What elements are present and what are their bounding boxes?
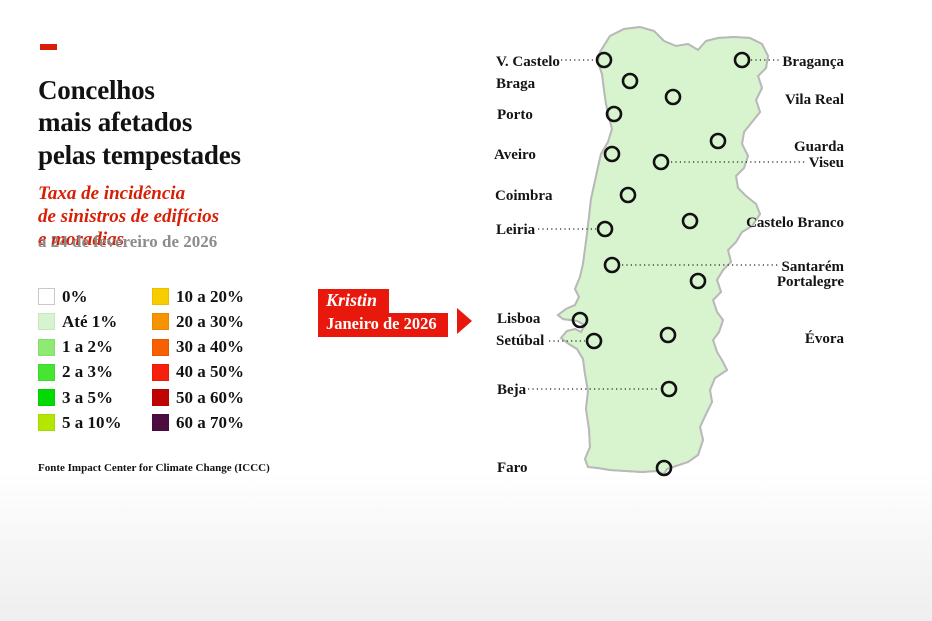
legend-item: 2 a 3% [38, 362, 122, 382]
legend-swatch [152, 414, 169, 432]
map-region [558, 275, 579, 297]
city-label: Braga [496, 76, 536, 92]
legend-swatch [38, 363, 55, 381]
city-marker [660, 380, 678, 398]
legend-item: 0% [38, 286, 122, 306]
city-marker [596, 220, 614, 238]
city-marker [652, 153, 670, 171]
legend-label: 60 a 70% [176, 412, 244, 432]
legend-swatch [38, 338, 55, 356]
city-label: Évora [805, 330, 845, 347]
city-marker [619, 186, 637, 204]
badge-storm-date: Janeiro de 2026 [318, 313, 448, 337]
city-label: Portalegre [777, 274, 845, 290]
storm-badge: Kristin Janeiro de 2026 [318, 289, 472, 337]
legend-swatch [152, 389, 169, 407]
city-label: Coimbra [495, 188, 553, 204]
legend-label: 3 a 5% [62, 387, 113, 407]
city-marker [689, 272, 707, 290]
city-marker [585, 332, 603, 350]
legend-swatch [152, 288, 169, 305]
legend-swatch [38, 313, 55, 331]
legend-label: 50 a 60% [176, 387, 244, 407]
portugal-outline-stroke [557, 26, 769, 475]
city-marker [605, 105, 623, 123]
city-marker [664, 88, 682, 106]
legend-item: 1 a 2% [38, 337, 122, 357]
legend-item: 3 a 5% [38, 387, 122, 407]
city-label: Vila Real [785, 92, 844, 108]
legend-item: 30 a 40% [152, 337, 244, 357]
legend-item: 50 a 60% [152, 387, 244, 407]
legend-label: 40 a 50% [176, 362, 244, 382]
legend-label: 1 a 2% [62, 337, 113, 357]
city-marker [603, 145, 621, 163]
city-marker [681, 212, 699, 230]
kicker-dash [40, 44, 57, 50]
map-region [565, 139, 599, 171]
legend-label: 2 a 3% [62, 362, 113, 382]
legend-swatch [38, 414, 55, 432]
city-label: Faro [497, 460, 528, 476]
legend-item: 5 a 10% [38, 412, 122, 432]
legend-item: Até 1% [38, 311, 122, 331]
date-note: a 24 de fevereiro de 2026 [38, 232, 218, 251]
legend-column-right: 10 a 20% 20 a 30% 30 a 40% 40 a 50% 50 a 60%… [152, 286, 244, 440]
city-label: Leiria [496, 222, 536, 238]
legend-label: 0% [62, 286, 88, 306]
city-label: V. Castelo [496, 54, 560, 70]
legend-label: 10 a 20% [176, 286, 244, 306]
city-marker [621, 72, 639, 90]
arrow-right-icon [457, 308, 472, 334]
legend-label: Até 1% [62, 311, 118, 331]
city-label: Castelo Branco [746, 215, 844, 231]
portugal-map: V. Castelo Braga Porto Bragança Vila Real Ave… [494, 25, 845, 477]
city-label: Setúbal [496, 333, 544, 349]
city-marker [733, 51, 751, 69]
city-label: Bragança [782, 54, 844, 70]
page-title: Concelhos mais afetados pelas tempestade… [38, 75, 241, 170]
legend-swatch [152, 313, 169, 331]
legend-column-left: 0% Até 1% 1 a 2% 2 a 3% 3 a 5% 5 a 10% [38, 286, 122, 440]
city-marker [595, 51, 613, 69]
city-marker [655, 459, 673, 477]
legend-swatch [38, 288, 55, 305]
legend-swatch [38, 389, 55, 407]
legend-item: 40 a 50% [152, 362, 244, 382]
city-label: Porto [497, 107, 533, 123]
page-subtitle: Taxa de incidência de sinistros de edifí… [38, 182, 220, 251]
city-marker [571, 311, 589, 329]
city-label: Guarda [794, 139, 845, 155]
cities-layer: V. Castelo Braga Porto Bragança Vila Real Ave… [494, 51, 845, 477]
city-label: Lisboa [497, 311, 541, 327]
city-label: Santarém [782, 259, 845, 275]
legend-item: 10 a 20% [152, 286, 244, 306]
legend-label: 30 a 40% [176, 337, 244, 357]
legend-item: 20 a 30% [152, 311, 244, 331]
source-note: Fonte Impact Center for Climate Change (… [38, 462, 270, 474]
legend-label: 20 a 30% [176, 311, 244, 331]
legend-label: 5 a 10% [62, 412, 122, 432]
legend-swatch [152, 338, 169, 356]
city-marker [709, 132, 727, 150]
badge-storm-name: Kristin [318, 289, 390, 313]
legend-item: 60 a 70% [152, 412, 244, 432]
legend-swatch [152, 363, 169, 381]
city-marker [659, 326, 677, 344]
city-label: Viseu [809, 155, 844, 171]
city-label: Aveiro [494, 147, 536, 163]
city-label: Beja [497, 382, 527, 398]
city-marker [603, 256, 621, 274]
